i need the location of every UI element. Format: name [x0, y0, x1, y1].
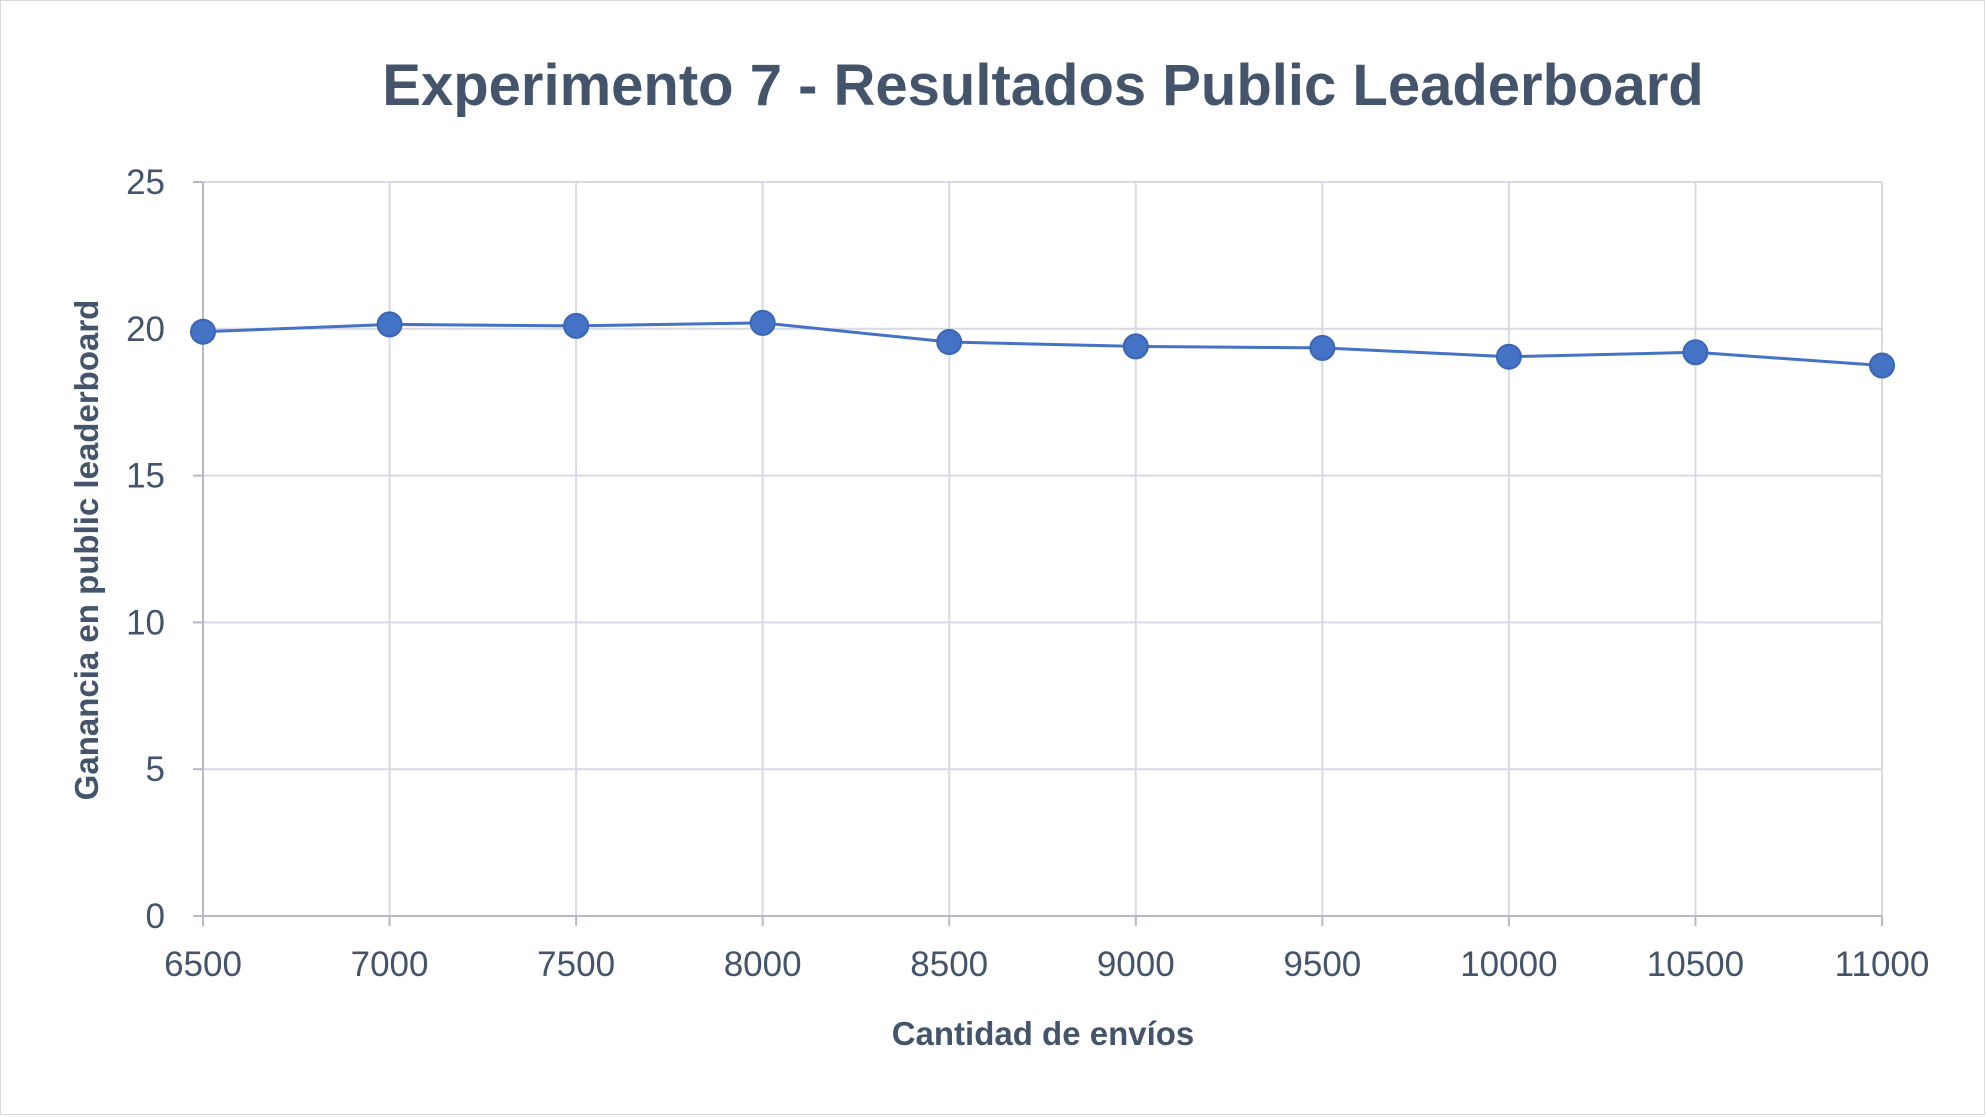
- data-point: [376, 311, 403, 338]
- x-tick-label: 7000: [351, 945, 429, 984]
- x-tick-label: 8500: [910, 945, 988, 984]
- data-point: [1495, 343, 1522, 370]
- data-point: [936, 329, 963, 356]
- x-tick-label: 10000: [1460, 945, 1557, 984]
- y-tick-label: 25: [126, 163, 165, 202]
- series-line: [202, 321, 1883, 367]
- y-tick-label: 15: [126, 457, 165, 496]
- x-tick-label: 7500: [537, 945, 615, 984]
- x-tick-label: 6500: [164, 945, 242, 984]
- data-point: [749, 309, 776, 336]
- y-tick-label: 10: [126, 603, 165, 642]
- series-group: [190, 309, 1895, 379]
- axes: [193, 181, 1883, 926]
- y-tick-labels: 0 5 10 15 20 25: [126, 163, 165, 936]
- x-tick-label: 10500: [1647, 945, 1744, 984]
- x-tick-label: 9000: [1097, 945, 1175, 984]
- x-tick-labels: 6500 7000 7500 8000 8500 9000 9500 10000 10500 11…: [164, 945, 1929, 984]
- data-point: [190, 318, 216, 345]
- chart-title: Experimento 7 - Resultados Public Leader…: [382, 53, 1703, 118]
- data-point: [1122, 333, 1149, 360]
- x-axis-title: Cantidad de envíos: [892, 1015, 1195, 1052]
- y-tick-label: 20: [126, 310, 165, 349]
- x-tick-label: 11000: [1835, 945, 1930, 984]
- x-tick-label: 8000: [724, 945, 802, 984]
- data-point: [1869, 352, 1895, 379]
- data-point: [1682, 339, 1709, 366]
- x-tick-label: 9500: [1283, 945, 1361, 984]
- gridlines: [203, 181, 1883, 916]
- data-point: [563, 312, 590, 339]
- y-axis-title: Ganancia en public leaderboard: [68, 300, 105, 801]
- y-tick-label: 5: [146, 750, 165, 789]
- y-tick-label: 0: [146, 897, 165, 936]
- data-point: [1309, 334, 1336, 361]
